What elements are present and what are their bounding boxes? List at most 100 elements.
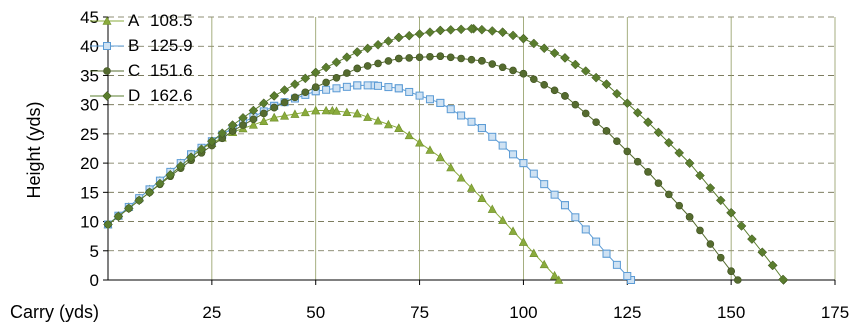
trajectory-marker [456, 173, 466, 182]
trajectory-marker [726, 207, 736, 218]
trajectory-marker [592, 118, 600, 126]
trajectory-marker [248, 105, 259, 116]
trajectory-marker [144, 187, 155, 198]
trajectory-marker [353, 64, 362, 73]
trajectory-marker [456, 24, 466, 35]
trajectory-marker [497, 27, 508, 38]
trajectory-marker [269, 91, 280, 101]
trajectory-marker [186, 152, 196, 163]
trajectory-marker [363, 112, 373, 121]
y-tick-label: 0 [90, 271, 99, 290]
series-layer [103, 23, 789, 285]
legend-series-name: B [128, 35, 140, 55]
y-tick-label: 30 [80, 96, 99, 115]
trajectory-marker [665, 190, 673, 199]
trajectory-marker [425, 95, 434, 104]
trajectory-marker [653, 127, 664, 138]
trajectory-marker [415, 91, 424, 100]
trajectory-marker [467, 55, 476, 64]
trajectory-marker [508, 30, 518, 41]
trajectory-marker [155, 178, 165, 189]
trajectory-marker [384, 83, 393, 92]
trajectory-marker [248, 120, 258, 129]
trajectory-marker [477, 24, 487, 35]
trajectory-marker [426, 52, 434, 61]
trajectory-marker [331, 57, 342, 68]
trajectory-marker [332, 73, 341, 82]
legend-series-name: D [128, 85, 141, 105]
trajectory-marker [239, 121, 247, 129]
trajectory-marker [684, 158, 695, 168]
trajectory-marker [602, 249, 611, 258]
trajectory-marker [342, 82, 351, 91]
trajectory-marker [290, 109, 300, 118]
trajectory-marker [321, 62, 331, 73]
legend-marker-shape [102, 90, 112, 101]
trajectory-marker [601, 79, 612, 90]
trajectory-marker [280, 98, 289, 107]
x-tick-label: 50 [306, 303, 325, 322]
trajectory-marker [580, 66, 591, 76]
trajectory-marker [561, 92, 569, 100]
trajectory-marker [270, 103, 278, 112]
axes [103, 16, 836, 285]
trajectory-marker [518, 33, 529, 44]
trajectory-marker [592, 237, 601, 246]
trajectory-marker [457, 111, 466, 120]
trajectory-marker [643, 117, 653, 128]
trajectory-marker [373, 116, 383, 125]
trajectory-marker [113, 211, 124, 222]
trajectory-marker [498, 63, 507, 72]
trajectory-marker [405, 87, 414, 96]
trajectory-marker [539, 259, 549, 269]
legend-carry-value: 162.6 [150, 85, 193, 105]
trajectory-marker [757, 247, 768, 258]
y-tick-label: 5 [90, 242, 99, 261]
trajectory-marker [291, 93, 299, 102]
x-tick-label: 150 [717, 303, 745, 322]
legend-marker-shape [103, 41, 111, 50]
trajectory-marker [415, 138, 425, 147]
trajectory-marker [258, 98, 269, 109]
legend-carry-value: 151.6 [150, 60, 193, 80]
trajectory-marker [217, 128, 228, 139]
trajectory-marker [747, 234, 757, 244]
trajectory-marker [487, 26, 498, 36]
trajectory-marker [560, 201, 569, 210]
legend-marker [90, 90, 124, 101]
trajectory-marker [519, 69, 528, 78]
trajectory-marker [540, 80, 549, 89]
series-d [103, 23, 789, 285]
y-tick-label: 15 [80, 183, 99, 202]
trajectory-marker [384, 57, 393, 65]
trajectory-marker [311, 105, 321, 115]
x-tick-label: 175 [821, 303, 849, 322]
trajectory-marker [165, 169, 176, 180]
trajectory-marker [322, 78, 330, 87]
x-tick-label: 25 [202, 303, 221, 322]
series-c [104, 52, 742, 284]
trajectory-marker [612, 88, 622, 99]
y-axis-label: Height (yds) [24, 101, 44, 198]
legend-item-b: B 125.9 [90, 33, 193, 58]
trajectory-marker [674, 148, 685, 158]
legend-marker [90, 15, 124, 25]
trajectory-marker [570, 59, 581, 70]
x-tick-label: 100 [509, 303, 537, 322]
legend-series-name: C [128, 60, 141, 80]
trajectory-marker [259, 116, 269, 125]
y-tick-label: 10 [80, 213, 99, 232]
trajectory-marker [249, 115, 258, 124]
trajectory-marker [478, 57, 486, 65]
legend-marker-shape [103, 66, 111, 75]
trajectory-marker [466, 23, 477, 34]
trajectory-marker [435, 152, 445, 162]
trajectory-marker [529, 248, 539, 257]
trajectory-marker [550, 190, 559, 199]
trajectory-marker [374, 81, 383, 90]
trajectory-marker [549, 48, 560, 58]
trajectory-marker [508, 226, 518, 235]
trajectory-marker [342, 107, 352, 117]
trajectory-marker [227, 120, 238, 130]
